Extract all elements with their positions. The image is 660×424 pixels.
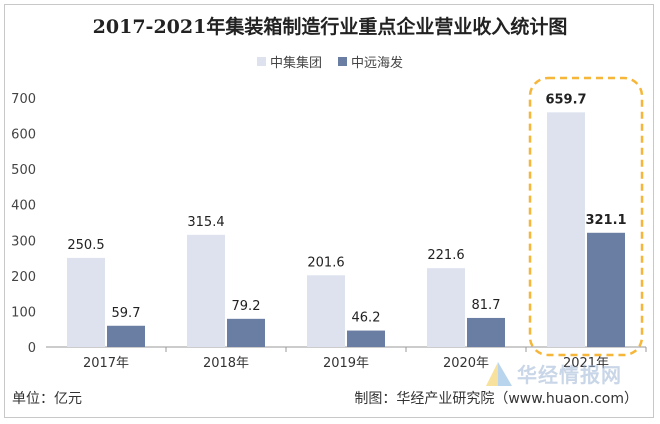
data-label-series-1-2018年: 315.4 [187, 215, 224, 230]
legend-label-series-2: 中远海发 [351, 56, 404, 71]
x-tick-label-4: 2021年 [563, 356, 609, 371]
data-label-series-1-2019年: 201.6 [307, 255, 344, 270]
source-note: 制图：华经产业研究院（www.huaon.com） [354, 391, 638, 407]
y-tick-label-7: 700 [11, 92, 36, 107]
chart-title: 2017-2021年集装箱制造行业重点企业营业收入统计图 [92, 16, 568, 38]
data-label-series-1-2017年: 250.5 [67, 238, 104, 253]
x-tick-label-1: 2018年 [203, 356, 249, 371]
bar-series-2-2020年 [467, 317, 505, 347]
x-tick-label-3: 2020年 [443, 356, 489, 371]
chart-legend: 中集集团 中远海发 [0, 52, 660, 71]
bar-series-1-2017年 [67, 257, 105, 347]
bar-series-2-2019年 [347, 330, 385, 347]
legend-swatch-series-2 [338, 57, 347, 66]
watermark: 华经情报网 [484, 358, 622, 388]
unit-note: 单位：亿元 [12, 391, 82, 407]
watermark-logo-icon [486, 362, 512, 386]
x-tick-label-0: 2017年 [83, 356, 129, 371]
bar-series-1-2019年 [307, 275, 345, 347]
legend-item-series-2: 中远海发 [338, 52, 403, 71]
bar-series-1-2018年 [187, 234, 225, 347]
data-label-series-1-2020年: 221.6 [427, 248, 464, 263]
y-tick-label-5: 500 [11, 163, 36, 178]
watermark-text: 华经情报网 [517, 362, 622, 387]
data-label-series-1-2021年: 659.7 [545, 92, 586, 107]
legend-label-series-1: 中集集团 [269, 56, 322, 71]
bar-series-2-2021年 [587, 232, 625, 347]
y-tick-label-1: 100 [11, 305, 36, 320]
y-tick-label-6: 600 [11, 128, 36, 143]
y-tick-label-3: 300 [11, 234, 36, 249]
data-label-series-2-2019年: 46.2 [352, 311, 381, 326]
data-label-series-2-2021年: 321.1 [585, 213, 626, 228]
bar-series-1-2020年 [427, 268, 465, 347]
y-tick-label-2: 200 [11, 270, 36, 285]
legend-swatch-series-1 [256, 57, 266, 66]
highlight-box [528, 76, 644, 357]
y-tick-label-0: 0 [28, 341, 36, 356]
bar-series-2-2017年 [107, 325, 145, 347]
bar-series-2-2018年 [227, 318, 265, 347]
data-label-series-2-2018年: 79.2 [232, 299, 261, 314]
bar-series-1-2021年 [547, 112, 585, 347]
data-label-series-2-2017年: 59.7 [112, 306, 141, 321]
legend-item-series-1: 中集集团 [256, 52, 322, 71]
x-tick-label-2: 2019年 [323, 356, 369, 371]
chart-frame [4, 4, 654, 418]
y-tick-label-4: 400 [11, 199, 36, 214]
data-label-series-2-2020年: 81.7 [472, 298, 501, 313]
